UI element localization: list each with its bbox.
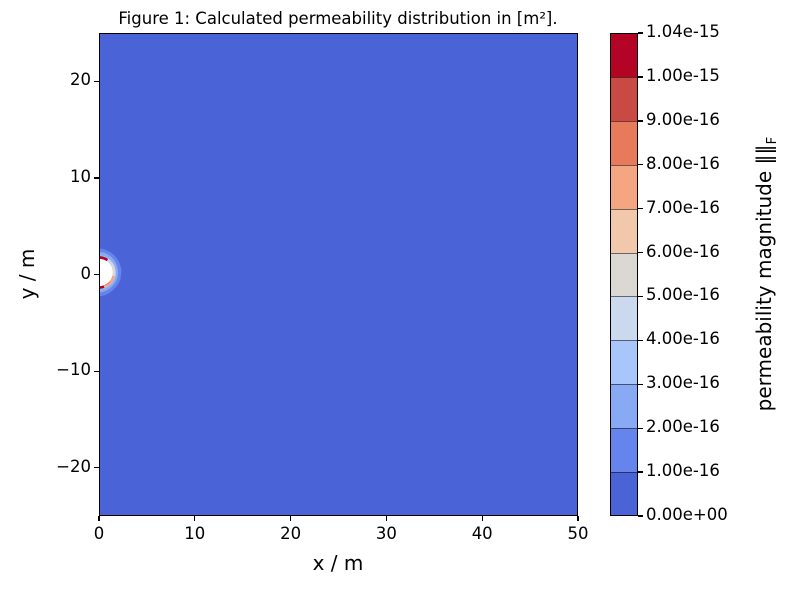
rim-red-bottom [100,285,105,289]
rim-red-top [100,256,109,262]
colorbar-tick-label: 4.00e-16 [646,329,720,349]
x-tick-label: 10 [184,524,206,543]
colorbar-segment [611,34,637,78]
colorbar-tick-mark [638,427,643,429]
x-tick-label: 50 [567,524,589,543]
colorbar-segment [611,384,637,430]
colorbar-segment [611,208,637,254]
colorbar-label-text: permeability magnitude ‖‖ [752,144,776,412]
colorbar-tick-label: 0.00e+00 [646,505,728,524]
colorbar-segment [611,428,637,474]
colorbar-tick-mark [638,208,643,210]
colorbar-tick-label: 9.00e-16 [646,109,720,129]
colorbar-tick-mark [638,251,643,254]
x-tick-label: 20 [280,524,302,543]
colorbar-tick-label: 7.00e-16 [646,197,720,217]
y-axis-label: y / m [15,248,39,300]
colorbar-tick-mark [638,76,643,78]
colorbar-segment [611,296,637,342]
x-tick-mark [290,516,292,521]
y-tick-mark [94,273,99,276]
colorbar-tick-label: 1.00e-16 [646,461,720,481]
x-tick-mark [577,516,579,521]
colorbar-tick-label: 1.04e-15 [646,22,720,41]
colorbar-tick-label: 6.00e-16 [646,241,720,261]
x-tick-label: 30 [375,524,397,543]
x-tick-label: 0 [93,524,105,543]
x-tick-mark [385,516,388,521]
plot-area [99,33,578,516]
colorbar-tick-mark [638,295,643,298]
x-tick-mark [98,516,100,521]
x-tick-label: 40 [471,524,493,543]
colorbar-segment [611,252,637,298]
colorbar-segment [611,472,637,515]
colorbar-tick-mark [638,339,643,342]
x-tick-mark [194,516,196,521]
colorbar-label: permeability magnitude ‖‖F [752,137,780,412]
colorbar-tick-mark [638,471,643,473]
well-feature [100,248,122,297]
colorbar-tick-label: 2.00e-16 [646,417,720,437]
colorbar-segment [611,340,637,386]
y-tick-label: 10 [70,166,91,186]
colorbar-tick-mark [638,515,643,517]
x-tick-mark [481,516,483,521]
colorbar-tick-mark [638,120,643,122]
rim-peach-bottom [104,275,115,288]
colorbar [610,33,638,516]
rim-warmgray [110,263,116,276]
y-tick-mark [94,80,99,82]
y-tick-label: 0 [80,263,92,283]
y-tick-mark [94,370,99,372]
colorbar-tick-label: 3.00e-16 [646,373,720,393]
y-tick-label: −20 [56,456,91,476]
colorbar-tick-mark [638,32,643,34]
colorbar-segment [611,164,637,210]
colorbar-tick-mark [638,164,643,166]
y-tick-label: −10 [56,360,91,380]
colorbar-tick-mark [638,383,643,385]
x-axis-label: x / m [312,551,364,575]
colorbar-segment [611,120,637,166]
colorbar-tick-label: 1.00e-15 [646,65,720,85]
colorbar-label-subscript: F [764,136,780,145]
figure-title: Figure 1: Calculated permeability distri… [118,9,558,28]
colorbar-segment [611,76,637,122]
well-hole [100,258,113,287]
colorbar-tick-label: 5.00e-16 [646,285,720,305]
y-tick-mark [94,177,99,179]
colorbar-tick-label: 8.00e-16 [646,153,720,173]
y-tick-mark [94,467,99,469]
y-tick-label: 20 [70,70,91,90]
